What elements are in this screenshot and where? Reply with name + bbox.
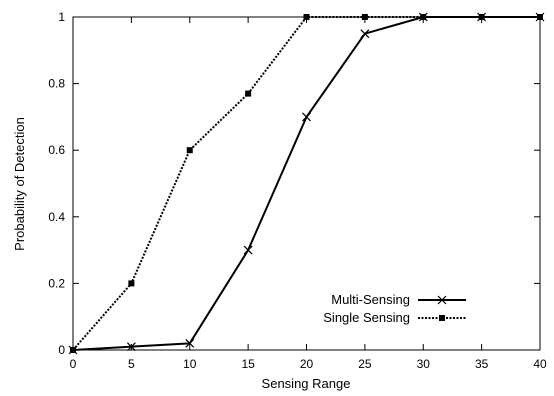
x-tick-labels: 0 5 10 15 20 25 30 35 40 bbox=[70, 357, 547, 371]
y-tick-labels: 0 0.2 0.4 0.6 0.8 1 bbox=[48, 10, 65, 357]
legend-label-multi-sensing: Multi-Sensing bbox=[331, 292, 410, 307]
data-point bbox=[303, 14, 310, 20]
data-point bbox=[126, 342, 136, 352]
series-multi-sensing bbox=[68, 12, 545, 355]
x-tick-label: 35 bbox=[475, 357, 489, 371]
tick-marks bbox=[72, 16, 541, 351]
data-point bbox=[243, 245, 253, 255]
data-point bbox=[70, 347, 76, 353]
x-tick-label: 15 bbox=[241, 357, 255, 371]
data-point bbox=[361, 14, 368, 20]
y-tick-label: 0 bbox=[58, 343, 65, 357]
y-tick-label: 0.2 bbox=[48, 276, 65, 290]
x-tick-label: 30 bbox=[417, 357, 431, 371]
data-point bbox=[245, 90, 252, 97]
data-point bbox=[420, 14, 427, 20]
y-tick-label: 0.8 bbox=[48, 77, 65, 91]
x-tick-label: 5 bbox=[128, 357, 135, 371]
data-point bbox=[302, 112, 311, 122]
x-tick-label: 0 bbox=[70, 357, 77, 371]
x-tick-label: 25 bbox=[358, 357, 372, 371]
data-point bbox=[360, 29, 370, 39]
data-point bbox=[185, 338, 195, 348]
x-tick-label: 10 bbox=[183, 357, 197, 371]
legend-sample-multi-sensing bbox=[418, 295, 466, 305]
y-tick-label: 0.6 bbox=[48, 143, 65, 157]
legend: Multi-Sensing Single Sensing bbox=[323, 292, 466, 325]
y-axis-title: Probability of Detection bbox=[12, 117, 27, 251]
series-layer bbox=[68, 12, 545, 355]
legend-sample-single-sensing bbox=[418, 315, 466, 321]
x-tick-label: 40 bbox=[533, 357, 547, 371]
data-point bbox=[478, 14, 485, 20]
legend-label-single-sensing: Single Sensing bbox=[323, 310, 410, 325]
series-line-multi-sensing bbox=[72, 16, 540, 351]
series-single-sensing bbox=[70, 14, 543, 353]
x-axis-title: Sensing Range bbox=[262, 376, 351, 391]
y-tick-label: 1 bbox=[58, 10, 65, 24]
data-point bbox=[186, 147, 193, 154]
x-tick-label: 20 bbox=[300, 357, 314, 371]
y-tick-label: 0.4 bbox=[48, 210, 65, 224]
plot-frame bbox=[72, 16, 541, 351]
data-point bbox=[537, 14, 543, 20]
series-line-single-sensing bbox=[72, 16, 540, 351]
data-point bbox=[128, 280, 135, 287]
